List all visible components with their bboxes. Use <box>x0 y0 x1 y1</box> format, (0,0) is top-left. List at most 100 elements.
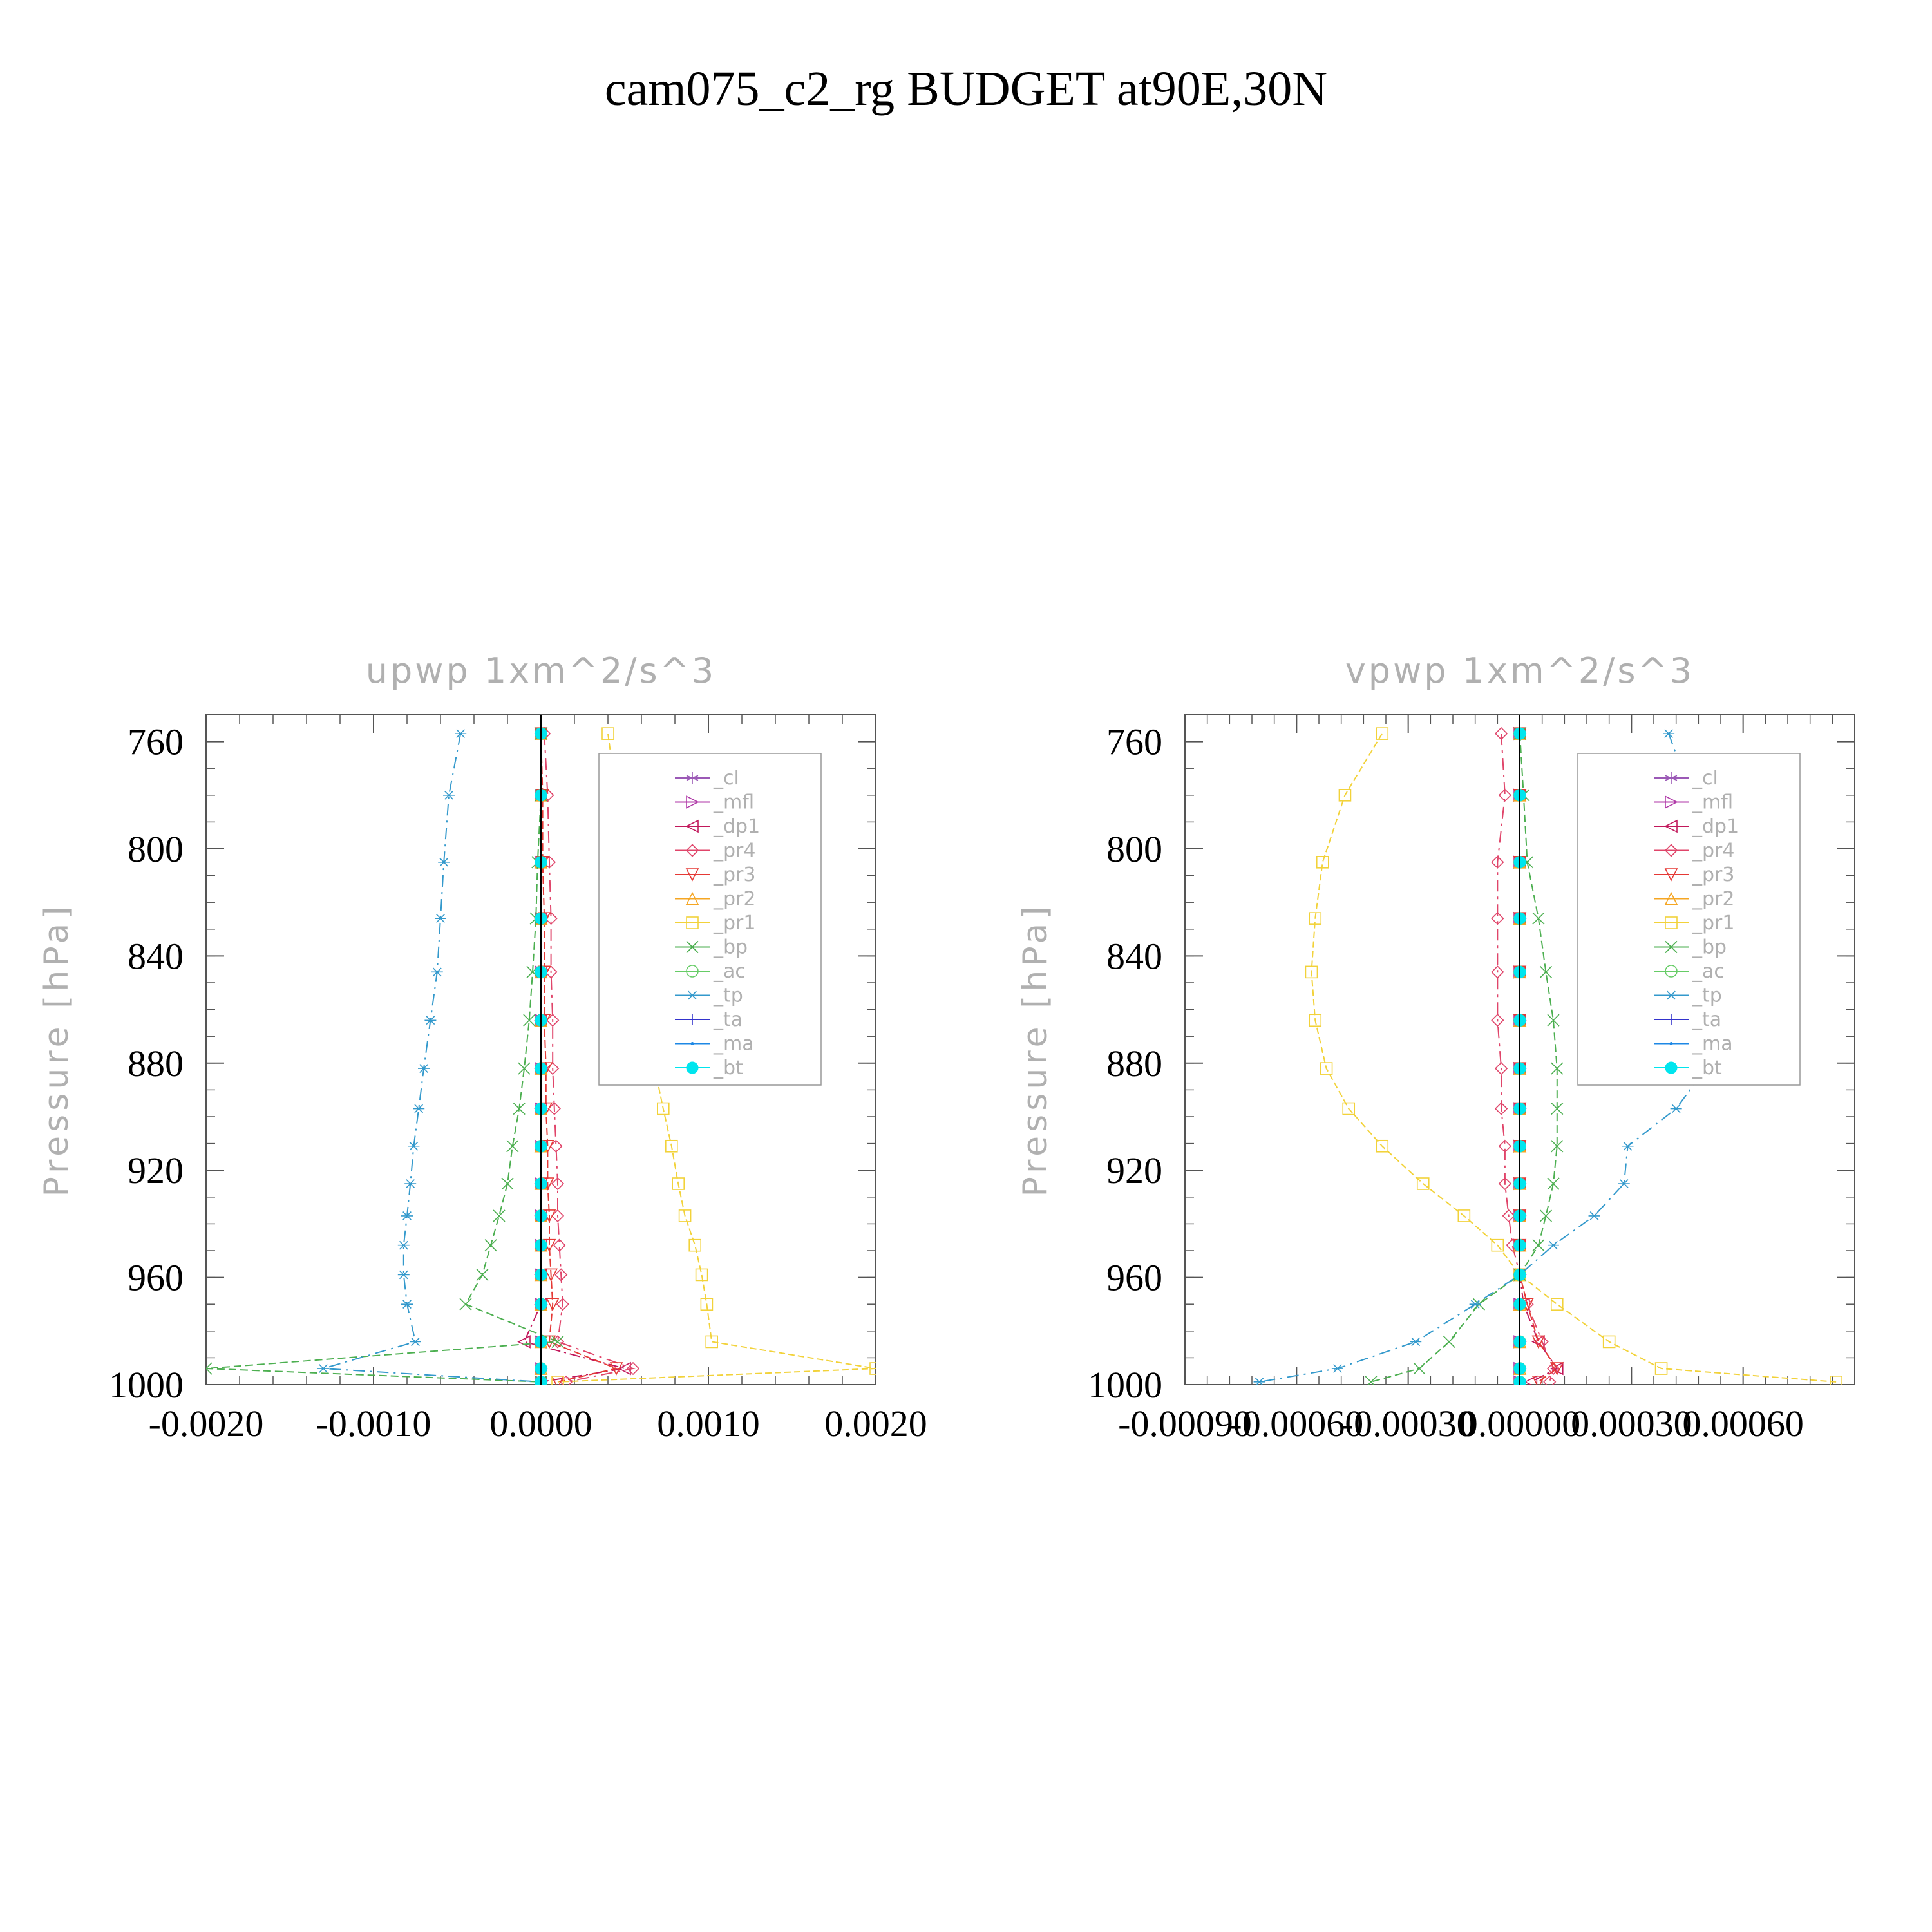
data-point <box>554 1268 568 1282</box>
data-point <box>404 1179 417 1188</box>
data-point <box>705 1335 718 1349</box>
data-point <box>1524 1375 1538 1385</box>
legend-label: _ta <box>1692 1009 1721 1031</box>
legend-label: _pr1 <box>713 912 755 934</box>
data-point <box>695 1268 708 1282</box>
series-line <box>1311 733 1837 1383</box>
data-point <box>551 1335 564 1349</box>
data-point <box>1539 1209 1553 1222</box>
data-point <box>1491 965 1504 979</box>
data-point <box>1502 1209 1515 1223</box>
data-point <box>1491 912 1504 925</box>
legend-item-tp: _tp <box>1654 985 1722 1007</box>
data-point <box>1320 1062 1333 1075</box>
data-point <box>493 1209 506 1222</box>
data-point <box>1494 1061 1508 1075</box>
legend-label: _dp1 <box>1692 815 1739 838</box>
data-point <box>413 1104 425 1113</box>
data-point <box>397 1240 410 1250</box>
legend-item-pr2: _pr2 <box>1654 888 1734 911</box>
data-point <box>1469 1300 1481 1309</box>
series-line <box>1370 734 1558 1383</box>
data-point <box>609 1362 623 1376</box>
data-point <box>506 1140 519 1153</box>
data-point <box>1531 1376 1546 1385</box>
data-point <box>1547 1014 1560 1027</box>
data-point <box>1413 1362 1426 1375</box>
data-point <box>1365 1376 1378 1385</box>
y-tick-label: 880 <box>1106 1043 1162 1084</box>
data-point <box>1494 726 1508 741</box>
legend-item-dp1: _dp1 <box>1654 815 1739 838</box>
data-point <box>459 1298 472 1311</box>
data-point <box>1342 1102 1356 1115</box>
legend: _cl_mfl_dp1_pr4_pr3_pr2_pr1_bp_ac_tp_ta_… <box>598 753 822 1086</box>
legend-label: _pr1 <box>1692 912 1734 934</box>
legend-label: _tp <box>713 985 743 1007</box>
legend-label: _pr3 <box>1692 864 1734 886</box>
legend-label: _cl <box>713 767 739 790</box>
legend-label: _pr4 <box>713 840 755 862</box>
data-point <box>523 1014 536 1027</box>
x-tick-label: 0.00000 <box>1459 1403 1581 1444</box>
data-point <box>601 727 614 740</box>
data-point <box>1602 1335 1616 1349</box>
data-point <box>544 1268 558 1282</box>
series-pr4 <box>1491 726 1560 1385</box>
data-point <box>688 1238 701 1252</box>
data-point <box>551 1209 565 1223</box>
legend-item-mfl: _mfl <box>675 791 754 814</box>
data-point <box>551 1177 565 1191</box>
data-point <box>544 912 558 925</box>
data-point <box>1498 1177 1512 1191</box>
data-point <box>545 1298 560 1311</box>
data-point <box>1416 1177 1430 1190</box>
data-point <box>1532 912 1545 925</box>
series-line <box>323 733 542 1383</box>
data-point <box>1253 1377 1265 1385</box>
legend-item-cl: _cl <box>1654 767 1718 790</box>
legend-item-bt: _bt <box>1654 1057 1722 1079</box>
y-tick-label: 960 <box>1106 1257 1162 1299</box>
data-point <box>1457 1209 1471 1222</box>
data-point <box>401 1300 413 1309</box>
legend-label: _pr4 <box>1692 840 1734 862</box>
data-point <box>1491 1014 1504 1027</box>
y-tick-label: 880 <box>128 1043 184 1084</box>
data-point <box>455 729 467 738</box>
data-point <box>1830 1376 1842 1385</box>
data-point <box>517 1335 531 1349</box>
data-point <box>551 1376 564 1385</box>
legend-item-pr1: _pr1 <box>675 912 755 934</box>
data-point <box>1551 1062 1564 1075</box>
data-point <box>1498 788 1512 802</box>
y-tick-label: 840 <box>1106 935 1162 977</box>
data-point <box>665 1139 678 1153</box>
legend-item-ta: _ta <box>1654 1009 1721 1031</box>
data-point <box>549 1139 563 1153</box>
data-point <box>546 1014 560 1027</box>
data-point <box>1491 1238 1504 1252</box>
data-point <box>547 1102 561 1115</box>
data-point <box>1376 727 1389 740</box>
data-point <box>1498 1139 1512 1153</box>
legend: _cl_mfl_dp1_pr4_pr3_pr2_pr1_bp_ac_tp_ta_… <box>1577 753 1801 1086</box>
series-pr4 <box>538 726 640 1385</box>
data-point <box>626 1361 640 1376</box>
legend-item-ac: _ac <box>1654 960 1725 983</box>
data-point <box>1618 1179 1630 1188</box>
x-tick-label: 0.00060 <box>1682 1403 1804 1444</box>
legend-label: _ta <box>713 1009 743 1031</box>
data-point <box>476 1268 489 1282</box>
data-point <box>206 1362 213 1375</box>
legend-item-pr1: _pr1 <box>1654 912 1734 934</box>
x-tick-label: 0.0020 <box>824 1403 927 1444</box>
data-point <box>431 967 443 977</box>
data-point <box>1532 1239 1545 1252</box>
y-tick-label: 760 <box>1106 721 1162 763</box>
data-point <box>424 1016 437 1025</box>
data-point <box>1543 1375 1557 1385</box>
legend-box <box>598 753 822 1086</box>
data-point <box>700 1298 714 1311</box>
legend-label: _pr3 <box>713 864 755 886</box>
